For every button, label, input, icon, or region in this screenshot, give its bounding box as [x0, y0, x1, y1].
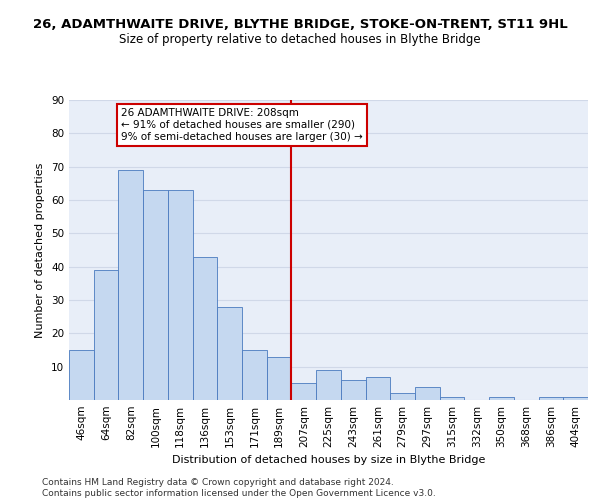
- Bar: [341, 380, 365, 400]
- Bar: [440, 396, 464, 400]
- Bar: [563, 396, 588, 400]
- Bar: [292, 384, 316, 400]
- Text: Contains HM Land Registry data © Crown copyright and database right 2024.
Contai: Contains HM Land Registry data © Crown c…: [42, 478, 436, 498]
- Bar: [94, 270, 118, 400]
- Text: 26 ADAMTHWAITE DRIVE: 208sqm
← 91% of detached houses are smaller (290)
9% of se: 26 ADAMTHWAITE DRIVE: 208sqm ← 91% of de…: [121, 108, 362, 142]
- Bar: [390, 394, 415, 400]
- Y-axis label: Number of detached properties: Number of detached properties: [35, 162, 46, 338]
- Bar: [539, 396, 563, 400]
- Bar: [365, 376, 390, 400]
- Text: 26, ADAMTHWAITE DRIVE, BLYTHE BRIDGE, STOKE-ON-TRENT, ST11 9HL: 26, ADAMTHWAITE DRIVE, BLYTHE BRIDGE, ST…: [32, 18, 568, 30]
- Bar: [118, 170, 143, 400]
- Bar: [69, 350, 94, 400]
- Bar: [168, 190, 193, 400]
- Bar: [242, 350, 267, 400]
- Bar: [489, 396, 514, 400]
- Text: Size of property relative to detached houses in Blythe Bridge: Size of property relative to detached ho…: [119, 32, 481, 46]
- Bar: [193, 256, 217, 400]
- Bar: [143, 190, 168, 400]
- Bar: [316, 370, 341, 400]
- X-axis label: Distribution of detached houses by size in Blythe Bridge: Distribution of detached houses by size …: [172, 456, 485, 466]
- Bar: [415, 386, 440, 400]
- Bar: [267, 356, 292, 400]
- Bar: [217, 306, 242, 400]
